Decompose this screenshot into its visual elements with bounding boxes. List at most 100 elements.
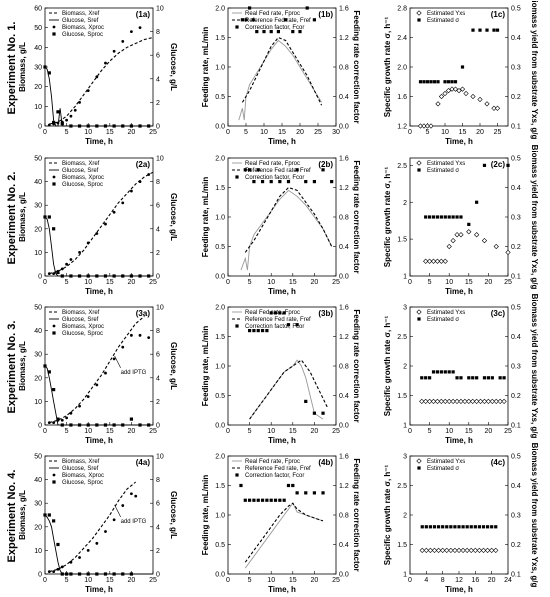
point (435, 215, 440, 219)
point (428, 215, 432, 219)
y-tick-label: 2.8 (397, 6, 407, 13)
x-tick-label: 0 (226, 577, 230, 584)
point (269, 30, 273, 34)
legend-swatch (52, 331, 56, 335)
panel: 0 5 10 15 20 25 300.00.51.01.52.00.00.40.81.21… (201, 6, 361, 147)
y2-tick-label: 8 (156, 328, 160, 335)
point (244, 18, 248, 22)
y2-tick-label: 0.0 (339, 423, 349, 430)
x-tick-label: 0 (226, 428, 230, 435)
point (52, 570, 56, 574)
legend-swatch (52, 25, 56, 29)
legend-swatch (52, 480, 56, 484)
point (448, 547, 454, 554)
annotation-arrow (114, 504, 121, 518)
panel: 0 5 10 15 20 250.00.51.01.52.00.00.40.81.21.6… (201, 305, 361, 446)
x-tick-label: 15 (106, 279, 114, 286)
point (47, 272, 51, 276)
point (86, 549, 90, 552)
y-tick-label: 1.6 (397, 94, 407, 101)
point (484, 101, 490, 107)
point (464, 547, 470, 554)
x-tick-label: 24 (504, 577, 512, 584)
point (69, 560, 73, 564)
point (104, 530, 107, 533)
point (130, 189, 133, 193)
point (243, 168, 247, 172)
point (485, 28, 489, 32)
point (470, 398, 476, 405)
point (304, 491, 308, 495)
y2-tick-label: 0.5 (511, 305, 521, 312)
y-tick-label: 60 (34, 6, 42, 13)
x-axis-label: Time, h (268, 287, 296, 296)
point (112, 518, 116, 522)
legend-label: Real Fed rate, Fproc (245, 11, 300, 17)
point (312, 411, 316, 415)
point (450, 80, 454, 84)
point (304, 399, 308, 403)
y-tick-label: 2 (403, 364, 407, 371)
point (286, 180, 291, 184)
point (121, 201, 125, 205)
point (455, 215, 459, 219)
point (129, 417, 133, 421)
x-tick-label: 12 (455, 577, 463, 584)
y2-tick-label: 1.2 (339, 334, 349, 341)
point (43, 215, 47, 219)
point (286, 323, 291, 327)
x-tick-label: 10 (445, 279, 453, 286)
y2-tick-label: 0.4 (339, 393, 349, 400)
y-tick-label: 40 (34, 328, 42, 335)
x-tick-label: 15 (289, 577, 297, 584)
point (490, 376, 494, 380)
y2-tick-label: 0.2 (511, 244, 521, 251)
y2-axis-label: Glucose, g/L (169, 43, 178, 91)
point (420, 525, 424, 529)
annotation: add IPTG (121, 519, 147, 525)
x-tick-label: 10 (84, 129, 92, 136)
point (60, 274, 64, 278)
point (436, 525, 441, 529)
point (129, 124, 133, 128)
y2-tick-label: 1.6 (339, 454, 349, 461)
panel: 0 5 10 15 20 25 1.2 1.6 2.0 2.4 2.8 0.1 0.2 0.3 0.4 0.5… (383, 0, 539, 146)
y2-tick-label: 8 (156, 29, 160, 36)
y2-tick-label: 10 (156, 305, 164, 312)
point (60, 423, 64, 427)
point (260, 180, 265, 184)
x-tick-label: 10 (260, 129, 268, 136)
point (134, 494, 138, 498)
y-tick-label: 10 (34, 548, 42, 555)
point (77, 274, 82, 278)
y2-tick-label: 0.2 (511, 542, 521, 549)
y2-tick-label: 0.3 (511, 215, 521, 222)
x-tick-label: 5 (248, 279, 252, 286)
y-axis-label: Feeding rate, mL/min (201, 326, 210, 407)
point (423, 398, 429, 405)
y2-tick-label: 0.0 (339, 572, 349, 579)
point (286, 483, 291, 488)
point (121, 124, 125, 128)
point (112, 423, 116, 427)
point (112, 357, 116, 361)
x-tick-label: 0 (408, 129, 412, 136)
point (441, 525, 445, 529)
point (474, 398, 480, 405)
point (442, 90, 448, 97)
point (69, 124, 73, 128)
series-line (44, 514, 153, 575)
y2-tick-label: 0.3 (511, 513, 521, 520)
point (321, 411, 325, 415)
y2-tick-label: 0.8 (339, 215, 349, 222)
point (121, 345, 125, 349)
y2-tick-label: 1.2 (339, 35, 349, 42)
point (295, 323, 299, 327)
series-line (240, 189, 333, 271)
row-label: Experiment No. 3. (6, 321, 18, 414)
point (52, 227, 56, 231)
panel-label: (1a) (136, 10, 151, 19)
point (78, 251, 81, 254)
point (460, 65, 465, 69)
